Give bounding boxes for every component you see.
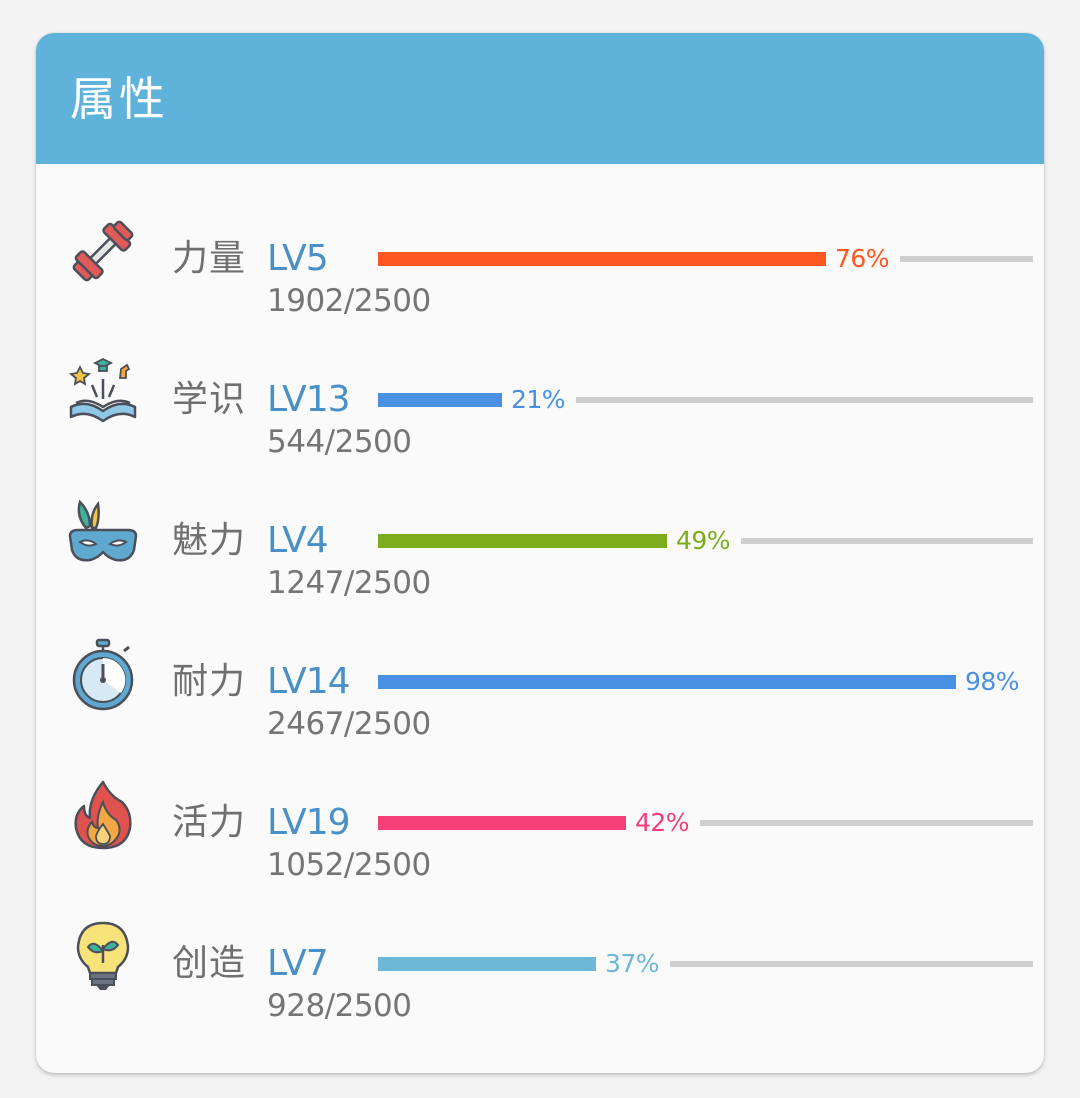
progress-fill — [378, 252, 826, 266]
progress-percent: 42% — [635, 808, 690, 837]
stat-name: 魅力 — [172, 520, 247, 561]
progress-track — [900, 256, 1033, 262]
progress-bar: 76% — [378, 244, 1033, 274]
stat-level: LV13 — [267, 379, 351, 420]
stat-xp: 1902/2500 — [267, 283, 431, 319]
progress-track — [576, 397, 1033, 403]
stat-row: 力量 LV5 1902/2500 76% — [36, 164, 1044, 319]
attributes-card: 属性 力量 LV5 1902/2500 76% 学识 LV13 544/2500 21% — [36, 33, 1044, 1073]
card-header: 属性 — [36, 33, 1044, 164]
stat-row: 耐力 LV14 2467/2500 98% — [36, 587, 1044, 742]
stat-xp: 1052/2500 — [267, 847, 431, 883]
book-icon — [66, 355, 140, 429]
stat-level: LV7 — [267, 943, 329, 984]
lightbulb-icon — [66, 919, 140, 993]
progress-fill — [378, 816, 626, 830]
stat-level: LV14 — [267, 661, 351, 702]
progress-track — [741, 538, 1033, 544]
progress-fill — [378, 534, 667, 548]
stat-level: LV4 — [267, 520, 329, 561]
stat-level: LV19 — [267, 802, 351, 843]
stat-level: LV5 — [267, 238, 329, 279]
progress-track — [700, 820, 1033, 826]
progress-bar: 98% — [378, 667, 1033, 697]
progress-bar: 49% — [378, 526, 1033, 556]
progress-percent: 98% — [965, 667, 1020, 696]
stat-row: 魅力 LV4 1247/2500 49% — [36, 446, 1044, 601]
progress-bar: 37% — [378, 949, 1033, 979]
progress-bar: 42% — [378, 808, 1033, 838]
stat-row: 学识 LV13 544/2500 21% — [36, 305, 1044, 460]
progress-percent: 21% — [511, 385, 566, 414]
stat-list: 力量 LV5 1902/2500 76% 学识 LV13 544/2500 21% 魅力 LV… — [36, 164, 1044, 1024]
mask-icon — [66, 496, 140, 570]
dumbbell-icon — [66, 214, 140, 288]
stat-xp: 544/2500 — [267, 424, 412, 460]
progress-fill — [378, 675, 956, 689]
progress-percent: 76% — [835, 244, 890, 273]
stat-row: 活力 LV19 1052/2500 42% — [36, 728, 1044, 883]
stat-name: 创造 — [172, 943, 247, 984]
progress-fill — [378, 957, 596, 971]
stat-xp: 2467/2500 — [267, 706, 431, 742]
fire-icon — [66, 778, 140, 852]
progress-track — [670, 961, 1033, 967]
progress-bar: 21% — [378, 385, 1033, 415]
stat-xp: 1247/2500 — [267, 565, 431, 601]
card-title: 属性 — [70, 72, 168, 126]
stat-name: 学识 — [172, 379, 247, 420]
progress-fill — [378, 393, 502, 407]
progress-percent: 37% — [605, 949, 660, 978]
stopwatch-icon — [66, 637, 140, 711]
progress-percent: 49% — [676, 526, 731, 555]
stat-row: 创造 LV7 928/2500 37% — [36, 869, 1044, 1024]
stat-name: 耐力 — [172, 661, 247, 702]
stat-name: 活力 — [172, 802, 247, 843]
stat-xp: 928/2500 — [267, 988, 412, 1024]
stat-name: 力量 — [172, 238, 247, 279]
